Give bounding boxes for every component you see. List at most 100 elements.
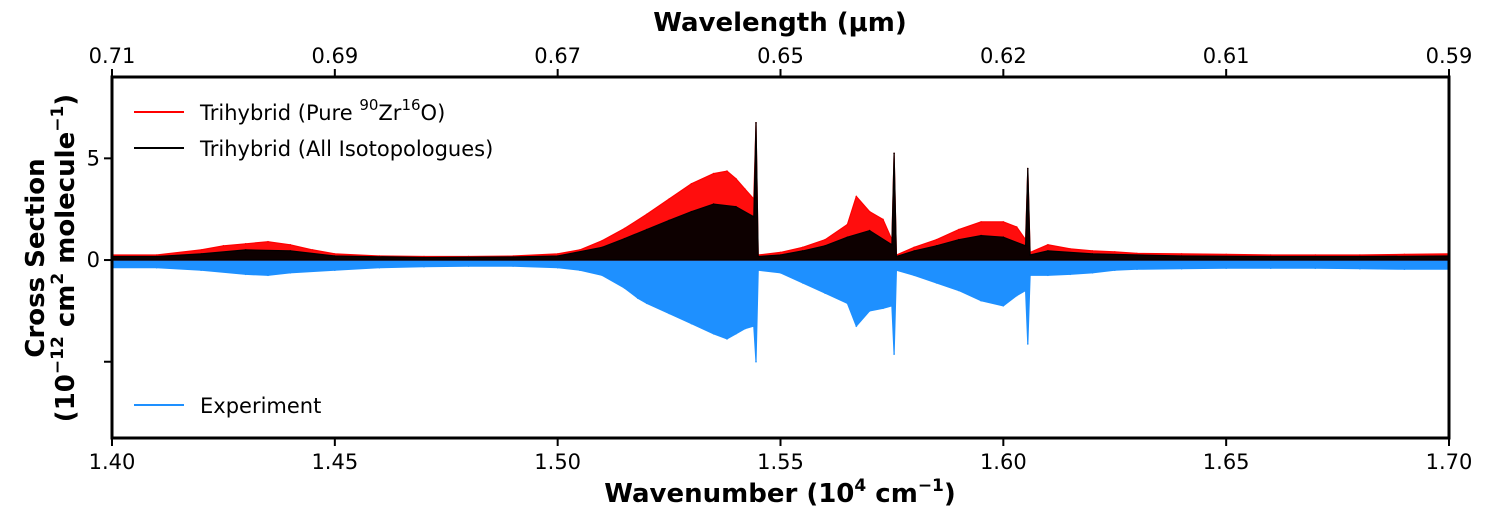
series-point-trihybrid-pure-90zr16o [244,243,247,245]
x-axis-title-sup2: −1 [918,476,944,496]
series-point-trihybrid-pure-90zr16o [579,249,581,251]
series-point-experiment [623,287,626,289]
series-point-trihybrid-pure-90zr16o [646,213,648,216]
series-point-trihybrid-pure-90zr16o [846,223,849,226]
x-tick-label: 1.45 [311,450,358,474]
series-point-experiment [744,327,746,330]
series-point-experiment [155,266,158,269]
series-point-trihybrid-all-isotopologues [1091,253,1094,255]
series-point-experiment [855,325,858,327]
series-point-trihybrid-pure-90zr16o [868,210,871,213]
x-tick-label: 1.40 [89,450,136,474]
series-point-experiment [1314,267,1317,270]
series-point-trihybrid-pure-90zr16o [1002,221,1005,223]
series-point-trihybrid-all-isotopologues [244,249,247,251]
x2-tick-label: 0.59 [1426,44,1473,68]
series-point-experiment [1047,274,1049,277]
series-point-trihybrid-pure-90zr16o [1114,251,1116,253]
series-point-experiment [735,333,737,335]
x-tick-label: 1.60 [980,450,1027,474]
series-point-experiment [824,292,826,294]
series-point-experiment [913,274,915,277]
series-point-experiment [1027,343,1029,345]
series-point-experiment [958,289,960,292]
series-point-experiment [244,273,247,276]
series-point-experiment [1024,289,1027,292]
series-point-trihybrid-pure-90zr16o [712,172,715,175]
series-point-trihybrid-all-isotopologues [913,250,915,252]
series-point-experiment [267,274,269,277]
series-point-trihybrid-all-isotopologues [334,255,336,257]
series-point-experiment [601,274,603,277]
y-axis-title-part-b: cm [51,285,81,337]
series-point-experiment [556,266,559,269]
series-point-trihybrid-all-isotopologues [868,229,871,232]
y-axis-title-sup2: 2 [48,273,68,285]
series-point-trihybrid-pure-90zr16o [155,254,158,256]
series-point-experiment [1091,272,1094,274]
x-axis-title-part3: ) [944,479,956,509]
series-point-trihybrid-pure-90zr16o [882,218,884,221]
series-point-experiment [1114,269,1116,272]
y-axis-title-part-a: (10 [51,374,81,422]
series-point-trihybrid-pure-90zr16o [824,238,826,241]
series-point-trihybrid-all-isotopologues [1027,167,1029,170]
series-point-experiment [882,307,884,310]
series-point-experiment [802,282,804,284]
series-point-trihybrid-all-isotopologues [646,228,648,231]
x-axis-title-part1: Wavenumber (10 [604,479,854,509]
series-point-trihybrid-pure-90zr16o [1047,244,1049,246]
series-point-experiment [1029,274,1031,277]
series-point-trihybrid-all-isotopologues [753,216,755,218]
series-point-trihybrid-all-isotopologues [802,250,804,252]
series-point-experiment [467,265,470,267]
series-point-trihybrid-all-isotopologues [289,250,292,252]
series-point-trihybrid-pure-90zr16o [779,251,782,254]
series-point-trihybrid-all-isotopologues [958,238,960,241]
series-point-experiment [846,302,849,305]
series-point-trihybrid-all-isotopologues [935,245,938,247]
legend-pure-sup1: 90 [359,96,378,114]
series-point-experiment [1225,267,1227,270]
series-point-trihybrid-pure-90zr16o [1091,250,1094,252]
series-point-experiment [1002,305,1005,307]
series-point-trihybrid-all-isotopologues [556,255,559,257]
x-tick-label: 1.55 [757,450,804,474]
series-point-trihybrid-pure-90zr16o [1225,253,1227,256]
series-point-experiment [334,269,336,272]
y-axis-title-line1: Cross Section [21,158,51,357]
series-point-experiment [1269,267,1272,270]
series-point-trihybrid-pure-90zr16o [935,238,938,241]
series-point-trihybrid-all-isotopologues [735,205,737,208]
series-point-trihybrid-all-isotopologues [1002,236,1005,238]
legend-pure-sup2: 16 [401,96,420,114]
series-point-experiment [868,310,871,312]
series-point-experiment [579,269,581,272]
series-point-experiment [1136,268,1138,271]
series-point-experiment [980,299,982,302]
series-point-trihybrid-all-isotopologues [1180,255,1183,257]
series-point-trihybrid-all-isotopologues [623,237,626,240]
series-point-trihybrid-pure-90zr16o [1269,254,1272,256]
series-point-trihybrid-pure-90zr16o [735,177,737,180]
series-point-trihybrid-pure-90zr16o [855,195,858,198]
series-point-trihybrid-pure-90zr16o [601,239,603,242]
series-layer [111,122,1450,363]
series-point-trihybrid-all-isotopologues [1024,245,1027,247]
series-point-experiment [712,333,715,335]
series-experiment [111,259,1450,363]
x2-tick-label: 0.71 [89,44,136,68]
series-point-trihybrid-pure-90zr16o [289,244,292,246]
series-trihybrid-all-isotopologues [111,122,1450,261]
series-point-experiment [726,338,728,340]
series-point-trihybrid-pure-90zr16o [1403,253,1406,256]
series-point-trihybrid-all-isotopologues [601,246,603,249]
series-point-trihybrid-pure-90zr16o [1359,254,1361,256]
series-point-trihybrid-pure-90zr16o [726,170,728,172]
series-point-trihybrid-all-isotopologues [757,255,759,258]
y-axis-title-part-c: molecule [51,132,81,273]
series-point-trihybrid-pure-90zr16o [958,228,960,231]
series-point-trihybrid-pure-90zr16o [744,188,746,190]
